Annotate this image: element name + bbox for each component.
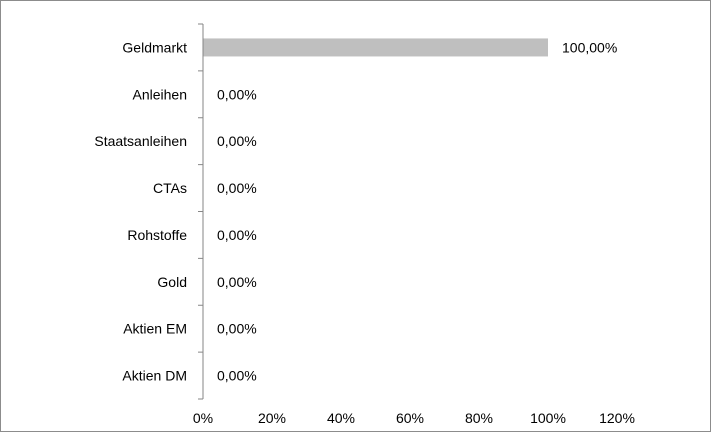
x-tick-label: 100% xyxy=(530,410,566,426)
x-tick-label: 80% xyxy=(465,410,493,426)
category-label: Staatsanleihen xyxy=(94,133,187,149)
category-label: Anleihen xyxy=(133,86,188,102)
x-tick-label: 20% xyxy=(258,410,286,426)
category-label: Gold xyxy=(157,274,187,290)
category-label: Rohstoffe xyxy=(127,227,187,243)
data-label: 100,00% xyxy=(562,39,617,55)
category-label: Aktien EM xyxy=(123,321,187,337)
bars-group xyxy=(203,38,548,57)
data-label: 0,00% xyxy=(217,133,257,149)
category-label: Geldmarkt xyxy=(122,39,187,55)
axes-group xyxy=(198,23,204,400)
data-label: 0,00% xyxy=(217,321,257,337)
category-label: Aktien DM xyxy=(122,368,187,384)
data-label: 0,00% xyxy=(217,180,257,196)
bar-0 xyxy=(203,38,548,57)
x-tick-label: 40% xyxy=(327,410,355,426)
data-label: 0,00% xyxy=(217,274,257,290)
data-label: 0,00% xyxy=(217,86,257,102)
data-label: 0,00% xyxy=(217,227,257,243)
data-label: 0,00% xyxy=(217,368,257,384)
x-tick-label: 60% xyxy=(396,410,424,426)
x-tick-label: 0% xyxy=(193,410,213,426)
x-tick-label: 120% xyxy=(599,410,635,426)
labels-group: Geldmarkt 100,00% Anleihen 0,00% Staatsanlei… xyxy=(94,39,635,426)
category-label: CTAs xyxy=(153,180,187,196)
